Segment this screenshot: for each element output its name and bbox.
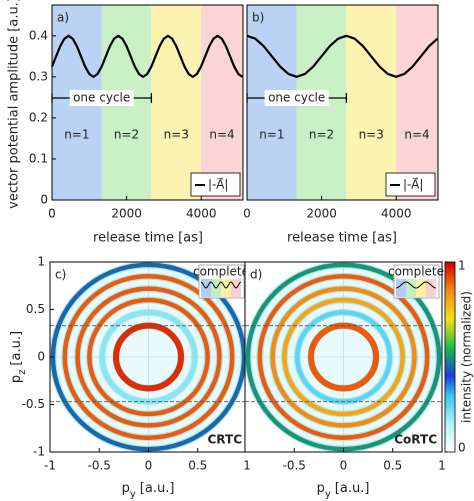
x-axis-label: py [a.u.] xyxy=(122,481,175,500)
band-label: n=3 xyxy=(164,128,189,142)
label-part: [a.u.] xyxy=(335,481,370,496)
y-tick-label: 0.3 xyxy=(29,69,48,83)
x-tick-label: 0.5 xyxy=(383,459,402,473)
band-label: n=4 xyxy=(209,128,234,142)
label-part: y xyxy=(325,489,331,500)
x-axis-label: release time [as] xyxy=(93,231,203,246)
y-tick-label: 0 xyxy=(37,350,45,364)
method-tag: CRTC xyxy=(208,433,243,447)
inset-band xyxy=(396,279,406,297)
x-tick-label: 0 xyxy=(340,459,348,473)
inset-band xyxy=(416,279,426,297)
cycle-label: one cycle xyxy=(268,91,325,105)
x-tick-label: 0 xyxy=(48,207,56,221)
y-tick-label: 0.4 xyxy=(29,28,48,42)
ring xyxy=(257,274,430,440)
x-tick-label: -0.5 xyxy=(283,459,306,473)
label-part: y xyxy=(130,489,136,500)
x-tick-label: 2000 xyxy=(111,207,142,221)
x-axis-label: release time [as] xyxy=(287,231,397,246)
panel-label: b) xyxy=(252,11,264,25)
panel-label: a) xyxy=(57,11,69,25)
label-part: p xyxy=(317,481,325,496)
ring xyxy=(282,297,405,417)
heatmap xyxy=(245,262,442,452)
y-tick-label: 1 xyxy=(37,255,45,269)
y-tick-label: 0.2 xyxy=(29,110,48,124)
y-tick-label: -0.5 xyxy=(22,397,45,411)
x-tick-label: 4000 xyxy=(186,207,217,221)
panel-label: c) xyxy=(55,268,66,282)
cycle-label: one cycle xyxy=(73,91,130,105)
band-label: n=2 xyxy=(309,128,334,142)
band xyxy=(346,5,397,200)
ring xyxy=(270,286,417,428)
legend-label: |-A⃗| xyxy=(208,177,228,191)
band-label: n=3 xyxy=(359,128,384,142)
cycle-label-bg xyxy=(69,90,134,106)
legend-box xyxy=(190,172,241,197)
label-part: [a.u.] xyxy=(9,331,24,366)
y-tick-label: -1 xyxy=(33,445,45,459)
band xyxy=(396,5,438,200)
colorbar-tick-label: 1 xyxy=(458,259,466,273)
label-part: z xyxy=(17,370,28,375)
inset-label: complete xyxy=(388,265,444,279)
cycle-label-bg xyxy=(264,90,329,106)
label-part: [a.u.] xyxy=(140,481,175,496)
x-tick-label: 0 xyxy=(243,207,251,221)
band-label: n=2 xyxy=(114,128,139,142)
panel-label: d) xyxy=(250,268,262,282)
curve xyxy=(246,34,439,78)
x-tick-label: 1 xyxy=(243,459,251,473)
inset-label: complete xyxy=(193,265,249,279)
inset-band xyxy=(426,279,436,297)
legend-box xyxy=(385,172,436,197)
ring xyxy=(75,286,222,428)
plot-frame xyxy=(244,261,443,453)
y-tick-label: 0.5 xyxy=(26,302,45,316)
x-tick-label: -0.5 xyxy=(88,459,111,473)
label-part: p xyxy=(9,375,24,383)
legend-label: |-A⃗| xyxy=(403,177,423,191)
band xyxy=(201,5,243,200)
x-tick-label: 1 xyxy=(438,459,446,473)
x-tick-label: 0 xyxy=(145,459,153,473)
inset-band xyxy=(406,279,416,297)
x-tick-label: 2000 xyxy=(306,207,337,221)
x-tick-label: 0.5 xyxy=(188,459,207,473)
band-label: n=1 xyxy=(64,128,89,142)
plot-frame xyxy=(51,4,244,201)
x-axis-label: py [a.u.] xyxy=(317,481,370,500)
plot-frame xyxy=(246,4,439,201)
y-tick-label: 0.1 xyxy=(29,151,48,165)
band-label: n=1 xyxy=(259,128,284,142)
y-axis-label: pz [a.u.] xyxy=(9,331,28,383)
colorbar-tick-label: 0 xyxy=(458,441,466,455)
band-label: n=4 xyxy=(404,128,429,142)
label-part: p xyxy=(122,481,130,496)
inset-curve xyxy=(200,281,242,289)
ring xyxy=(87,297,210,417)
y-tick-label: 0 xyxy=(40,193,48,207)
x-tick-label: -1 xyxy=(44,459,56,473)
colorbar-label: intensity (normalized) xyxy=(460,291,474,423)
colorbar xyxy=(444,261,456,453)
curve xyxy=(50,34,244,78)
x-tick-label: 4000 xyxy=(381,207,412,221)
band xyxy=(151,5,202,200)
ring xyxy=(62,274,235,440)
method-tag: CoRTC xyxy=(394,433,437,447)
y-axis-label: vector potential amplitude [a.u.] xyxy=(7,0,22,209)
inset-curve xyxy=(395,281,437,289)
